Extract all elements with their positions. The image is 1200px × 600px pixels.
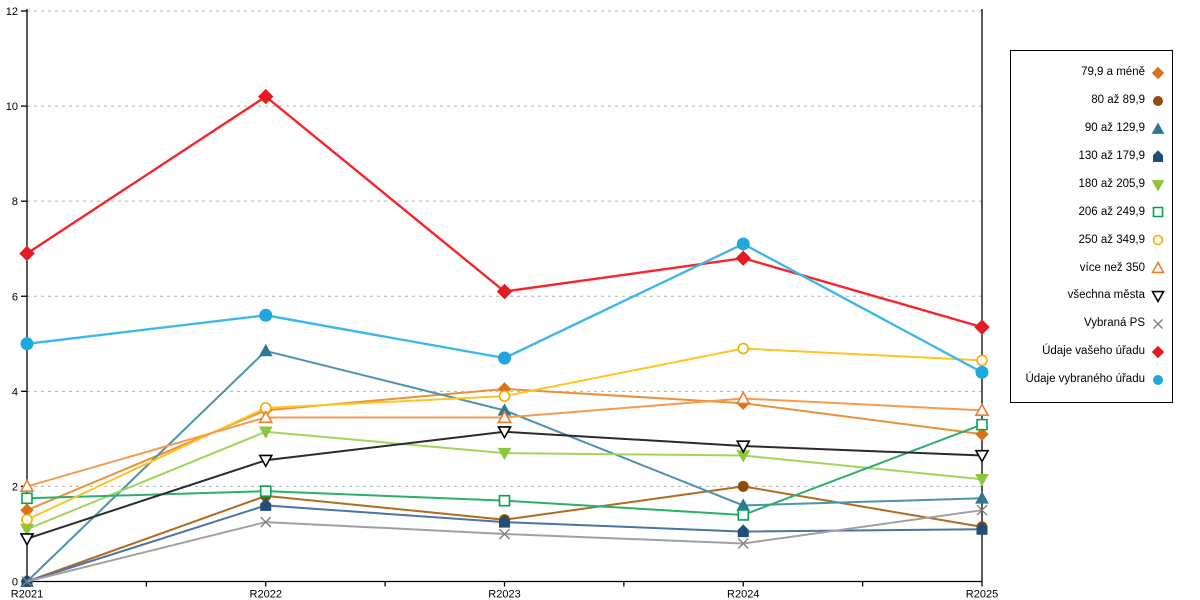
- house-marker-icon: [1153, 149, 1163, 162]
- legend-label: 250 až 349,9: [1078, 233, 1145, 246]
- legend-item: 79,9 a méně: [1011, 66, 1172, 80]
- x-tick-label: R2021: [11, 589, 43, 600]
- legend: 79,9 a méně 80 až 89,9 90 až 129,9 130 až 1…: [1010, 50, 1173, 403]
- triangle-up-marker-icon: [1151, 261, 1165, 274]
- y-tick-label: 6: [12, 291, 18, 303]
- legend-item: 206 až 249,9: [1011, 205, 1172, 219]
- series-8: [19, 426, 990, 547]
- legend-item: všechna města: [1011, 289, 1172, 304]
- legend-item: 180 až 205,9: [1011, 178, 1172, 192]
- legend-label: všechna města: [1067, 289, 1145, 302]
- legend-item: Vybraná PS: [1011, 317, 1172, 331]
- y-tick-label: 12: [6, 6, 18, 18]
- series-7: [19, 390, 990, 493]
- series-5: [21, 418, 988, 521]
- x-tick-label: R2023: [488, 589, 520, 600]
- legend-label: 180 až 205,9: [1078, 177, 1145, 190]
- square-marker-icon: [1152, 207, 1164, 218]
- y-tick-label: 0: [12, 577, 18, 589]
- triangle-up-marker-icon: [1151, 122, 1165, 134]
- x-tick-label: R2022: [250, 589, 282, 600]
- legend-label: Vybraná PS: [1084, 317, 1145, 330]
- legend-item: 80 až 89,9: [1011, 94, 1172, 108]
- legend-label: Údaje vašeho úřadu: [1042, 345, 1145, 358]
- y-tick-label: 2: [12, 481, 18, 493]
- diamond-marker-icon: [1151, 345, 1165, 359]
- legend-label: více než 350: [1079, 261, 1145, 274]
- y-tick-label: 4: [12, 386, 18, 398]
- diamond-marker-icon: [1151, 66, 1165, 80]
- series-0: [20, 382, 989, 517]
- series-11: [20, 237, 989, 379]
- legend-label: 80 až 89,9: [1091, 94, 1145, 107]
- y-tick-label: 10: [6, 101, 18, 113]
- x-tick-label: R2024: [727, 589, 759, 600]
- triangle-down-marker-icon: [1151, 179, 1165, 192]
- legend-label: Údaje vybraného úřadu: [1025, 373, 1145, 386]
- legend-label: 130 až 179,9: [1078, 149, 1145, 162]
- legend-item: 90 až 129,9: [1011, 122, 1172, 136]
- legend-item: 250 až 349,9: [1011, 233, 1172, 247]
- y-tick-label: 8: [12, 196, 18, 208]
- legend-item: Údaje vybraného úřadu: [1011, 373, 1172, 387]
- x-tick-label: R2025: [966, 589, 998, 600]
- series-3: [21, 498, 988, 587]
- series-9: [21, 504, 988, 587]
- triangle-down-marker-icon: [1151, 291, 1165, 304]
- legend-label: 206 až 249,9: [1078, 205, 1145, 218]
- legend-label: 79,9 a méně: [1081, 66, 1145, 79]
- series-10: [19, 88, 990, 335]
- legend-label: 90 až 129,9: [1084, 122, 1145, 135]
- circle-marker-icon: [1153, 95, 1163, 106]
- legend-item: Údaje vašeho úřadu: [1011, 345, 1172, 359]
- legend-item: více než 350: [1011, 261, 1172, 275]
- circle-marker-icon: [1153, 374, 1163, 385]
- series-6: [21, 342, 988, 526]
- series-4: [20, 426, 989, 537]
- legend-item: 130 až 179,9: [1011, 149, 1172, 164]
- x-marker-icon: [1153, 319, 1163, 330]
- circle-marker-icon: [1152, 235, 1164, 246]
